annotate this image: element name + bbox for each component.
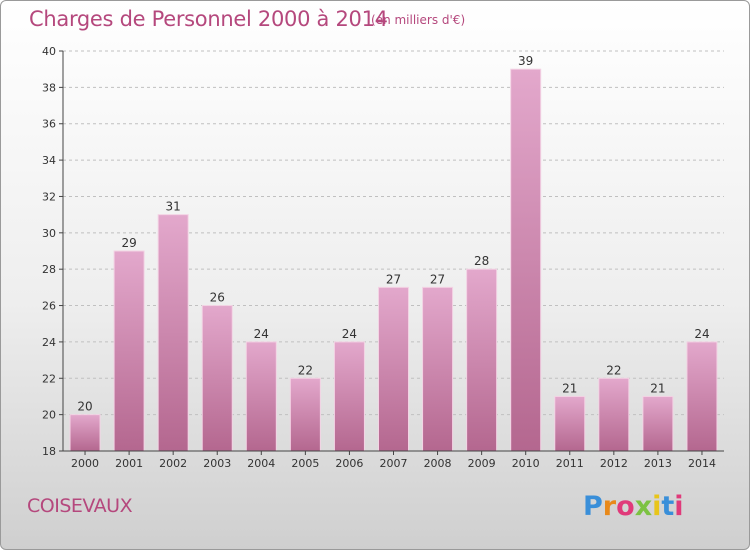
y-tick-label: 40 xyxy=(42,45,56,58)
x-tick-label-2008: 2008 xyxy=(424,457,452,470)
chart-subtitle: (en milliers d'€) xyxy=(371,13,466,27)
x-tick-label-2000: 2000 xyxy=(71,457,99,470)
x-tick-label-2001: 2001 xyxy=(115,457,143,470)
x-tick-label-2012: 2012 xyxy=(600,457,628,470)
data-label-2008: 27 xyxy=(430,272,445,286)
y-tick-label: 34 xyxy=(42,154,56,167)
x-tick-label-2003: 2003 xyxy=(203,457,231,470)
data-label-2014: 24 xyxy=(694,327,709,341)
logo-letter: P xyxy=(583,491,603,522)
y-tick-label: 36 xyxy=(42,118,56,131)
y-tick-label: 22 xyxy=(42,372,56,385)
chart-title: Charges de Personnel 2000 à 2014 xyxy=(29,7,388,31)
data-label-2006: 24 xyxy=(342,327,357,341)
x-tick-label-2007: 2007 xyxy=(380,457,408,470)
bar-layer: 20 29 31 26 24 22 24 27 27 28 39 21 22 21 24 xyxy=(69,54,718,452)
y-tick-label: 38 xyxy=(42,81,56,94)
logo-letter: i xyxy=(674,491,684,522)
axis-layer: 18 20 22 24 26 28 30 32 34 36 38 40 2000 2001 2002 2003… xyxy=(42,45,724,470)
data-label-2003: 26 xyxy=(210,291,225,305)
data-label-2004: 24 xyxy=(254,327,269,341)
data-label-2005: 22 xyxy=(298,363,313,377)
data-label-2012: 22 xyxy=(606,363,621,377)
bar-2000 xyxy=(69,414,101,452)
x-tick-label-2009: 2009 xyxy=(468,457,496,470)
x-tick-label-2013: 2013 xyxy=(644,457,672,470)
data-label-2011: 21 xyxy=(562,381,577,395)
bar-2009 xyxy=(466,268,498,452)
bar-2006 xyxy=(333,341,365,452)
bar-2008 xyxy=(422,286,454,452)
bar-2004 xyxy=(245,341,277,452)
bar-2011 xyxy=(554,395,586,452)
x-tick-label-2002: 2002 xyxy=(159,457,187,470)
data-label-2002: 31 xyxy=(166,200,181,214)
x-tick-label-2014: 2014 xyxy=(688,457,716,470)
x-tick-label-2010: 2010 xyxy=(512,457,540,470)
bar-2013 xyxy=(642,395,674,452)
proxiti-logo[interactable]: Proxiti xyxy=(583,491,693,523)
y-tick-label: 20 xyxy=(42,409,56,422)
bar-2005 xyxy=(289,377,321,452)
logo-letter: r xyxy=(602,491,617,522)
bar-2014 xyxy=(686,341,718,452)
x-tick-label-2005: 2005 xyxy=(291,457,319,470)
y-tick-label: 24 xyxy=(42,336,56,349)
bar-2003 xyxy=(201,305,233,452)
y-tick-label: 26 xyxy=(42,300,56,313)
x-tick-label-2004: 2004 xyxy=(247,457,275,470)
bar-2001 xyxy=(113,250,145,452)
bar-2012 xyxy=(598,377,630,452)
data-label-2001: 29 xyxy=(121,236,136,250)
logo-letter: t xyxy=(661,491,675,522)
logo-letter: x xyxy=(634,491,653,522)
y-tick-label: 32 xyxy=(42,190,56,203)
bar-2007 xyxy=(378,286,409,452)
y-tick-label: 30 xyxy=(42,227,56,240)
y-tick-label: 28 xyxy=(42,263,56,276)
data-label-2013: 21 xyxy=(650,381,665,395)
logo-letter: i xyxy=(652,491,662,522)
x-tick-label-2011: 2011 xyxy=(556,457,584,470)
y-tick-label: 18 xyxy=(42,445,56,458)
bar-2010 xyxy=(510,68,542,452)
logo-letter: o xyxy=(616,491,635,522)
data-label-2007: 27 xyxy=(386,272,401,286)
data-label-2010: 39 xyxy=(518,54,533,68)
data-label-2000: 20 xyxy=(77,400,92,414)
data-label-2009: 28 xyxy=(474,254,489,268)
x-tick-label-2006: 2006 xyxy=(335,457,363,470)
place-name: COISEVAUX xyxy=(27,495,133,517)
bar-2002 xyxy=(157,214,189,452)
